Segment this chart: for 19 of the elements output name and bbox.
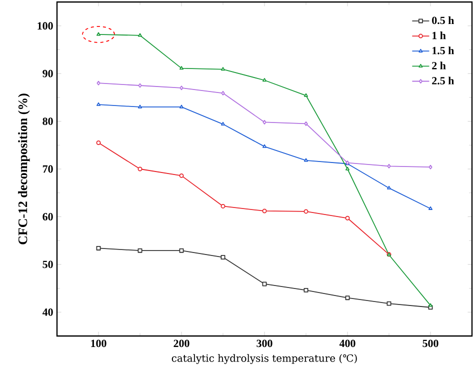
x-tick-label: 500 (422, 340, 438, 348)
x-tick-label: 400 (339, 340, 356, 348)
legend-label: 1 h (432, 31, 446, 40)
x-tick-label: 200 (174, 340, 190, 348)
y-tick-label: 80 (42, 118, 53, 125)
x-tick-label: 100 (91, 340, 106, 348)
legend-label: 2.5 h (432, 76, 454, 84)
y-tick-label: 40 (42, 308, 53, 316)
x-axis-title: catalytic hydrolysis temperature (℃) (172, 354, 357, 364)
x-tick-label: 300 (256, 340, 272, 348)
y-tick-label: 60 (42, 213, 53, 220)
legend-label: 0.5 h (432, 16, 454, 24)
legend-label: 1.5 h (432, 46, 454, 54)
y-tick-label: 90 (42, 70, 53, 78)
y-tick-label: 70 (42, 165, 53, 173)
y-tick-label: 50 (42, 260, 53, 268)
y-tick-label: 100 (38, 22, 53, 30)
y-axis-title: CFC-12 decomposition (%) (18, 94, 30, 244)
legend-label: 2 h (432, 62, 446, 70)
